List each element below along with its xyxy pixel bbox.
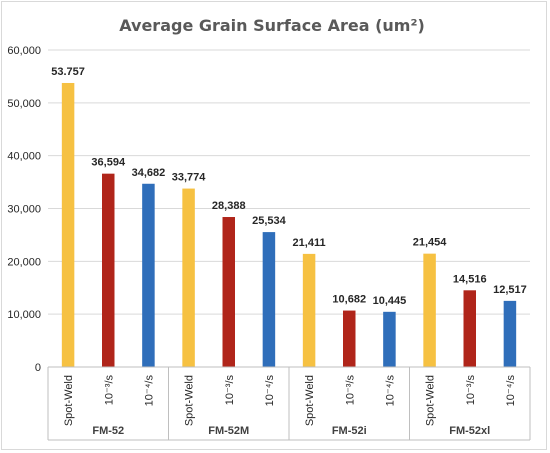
- data-label: 10,682: [332, 294, 366, 306]
- y-tick-label: 60,000: [7, 45, 41, 57]
- x-category-label: Spot-Weld: [425, 375, 437, 426]
- data-label: 25,534: [252, 215, 287, 227]
- bar-FM-52xl-2: [503, 300, 517, 367]
- data-label: 21,411: [293, 237, 326, 249]
- bar-FM-52M-1: [222, 217, 235, 367]
- x-category-label: 10⁻⁴/s: [143, 375, 155, 407]
- x-category-label: Spot-Weld: [184, 375, 196, 426]
- x-group-label: FM-52xl: [449, 425, 490, 437]
- x-group-label: FM-52: [92, 425, 124, 437]
- y-tick-label: 10,000: [7, 309, 41, 321]
- y-tick-label: 0: [35, 362, 41, 374]
- x-category-label: 10⁻⁴/s: [505, 375, 517, 407]
- x-group-label: FM-52M: [208, 425, 249, 437]
- bar-FM-52-0: [61, 82, 75, 367]
- x-category-label: 10⁻³/s: [103, 375, 115, 406]
- grid-layer: [48, 49, 530, 315]
- data-label: 36,594: [91, 157, 126, 169]
- data-label: 21,454: [413, 237, 448, 249]
- data-label: 28,388: [212, 200, 246, 212]
- x-category-label: Spot-Weld: [304, 375, 316, 426]
- y-tick-label: 40,000: [7, 151, 41, 163]
- x-category-label: Spot-Weld: [63, 375, 75, 426]
- bar-FM-52i-0: [302, 253, 316, 367]
- x-category-label: 10⁻³/s: [224, 375, 236, 406]
- bars: [61, 82, 517, 367]
- y-tick-label: 20,000: [7, 256, 41, 268]
- y-tick-label: 50,000: [7, 98, 41, 110]
- x-category-label: 10⁻³/s: [344, 375, 356, 406]
- chart-title: Average Grain Surface Area (um²): [119, 16, 425, 35]
- bar-FM-52M-2: [262, 232, 276, 367]
- data-label: 12,517: [493, 284, 527, 296]
- data-labels: 53.757 36,594 34,682 33,774 28,388 25,534 21,4…: [51, 66, 526, 307]
- bar-FM-52i-1: [343, 310, 356, 367]
- bar-FM-52M-0: [182, 188, 195, 367]
- x-group-label: FM-52i: [332, 425, 367, 437]
- y-axis: 0 10,000 20,000 30,000 40,000 50,000 60,000: [7, 45, 41, 374]
- data-label: 14,516: [453, 273, 487, 285]
- x-category-label: 10⁻⁴/s: [264, 375, 276, 407]
- data-label: 34,682: [132, 167, 166, 179]
- x-category-label: 10⁻⁴/s: [384, 375, 396, 407]
- bar-FM-52i-2: [383, 311, 396, 367]
- data-label: 33,774: [172, 172, 207, 184]
- data-label: 53.757: [51, 66, 85, 78]
- x-category-label: 10⁻³/s: [465, 375, 477, 406]
- y-tick-label: 30,000: [7, 204, 41, 216]
- bar-FM-52xl-0: [423, 253, 436, 367]
- bar-FM-52-2: [142, 183, 155, 367]
- bar-FM-52-1: [102, 173, 115, 367]
- x-axis: Spot-Weld 10⁻³/s 10⁻⁴/s FM-52 Spot-Weld 10⁻³/…: [47, 366, 531, 441]
- data-label: 10,445: [373, 295, 407, 307]
- bar-FM-52xl-1: [463, 290, 476, 367]
